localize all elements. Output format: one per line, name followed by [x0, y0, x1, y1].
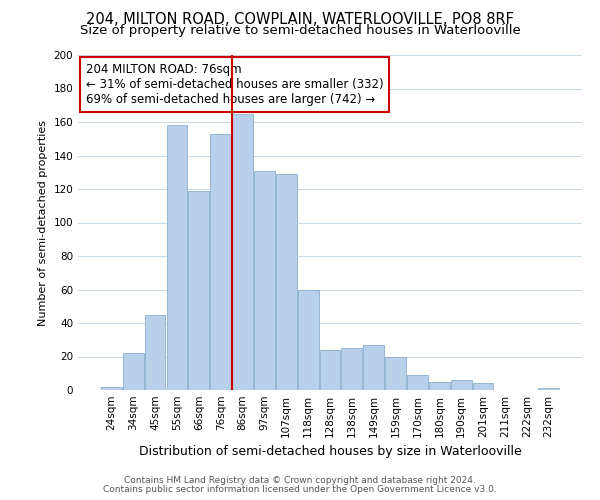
Bar	[188, 190, 209, 390]
Bar	[429, 382, 450, 390]
Bar	[364, 345, 384, 390]
Bar	[451, 380, 472, 390]
Text: Contains HM Land Registry data © Crown copyright and database right 2024.: Contains HM Land Registry data © Crown c…	[124, 476, 476, 485]
Bar	[210, 134, 231, 390]
Bar	[407, 375, 428, 390]
Bar	[538, 388, 559, 390]
Bar	[341, 348, 362, 390]
Bar	[276, 174, 296, 390]
Bar	[320, 350, 340, 390]
Text: 204 MILTON ROAD: 76sqm
← 31% of semi-detached houses are smaller (332)
69% of se: 204 MILTON ROAD: 76sqm ← 31% of semi-det…	[86, 64, 383, 106]
Bar	[123, 353, 143, 390]
Y-axis label: Number of semi-detached properties: Number of semi-detached properties	[38, 120, 48, 326]
Bar	[385, 356, 406, 390]
Bar	[473, 384, 493, 390]
X-axis label: Distribution of semi-detached houses by size in Waterlooville: Distribution of semi-detached houses by …	[139, 446, 521, 458]
Bar	[167, 126, 187, 390]
Bar	[145, 314, 166, 390]
Bar	[101, 386, 122, 390]
Text: 204, MILTON ROAD, COWPLAIN, WATERLOOVILLE, PO8 8RF: 204, MILTON ROAD, COWPLAIN, WATERLOOVILL…	[86, 12, 514, 28]
Bar	[254, 170, 275, 390]
Bar	[232, 114, 253, 390]
Text: Size of property relative to semi-detached houses in Waterlooville: Size of property relative to semi-detach…	[80, 24, 520, 37]
Text: Contains public sector information licensed under the Open Government Licence v3: Contains public sector information licen…	[103, 485, 497, 494]
Bar	[298, 290, 319, 390]
